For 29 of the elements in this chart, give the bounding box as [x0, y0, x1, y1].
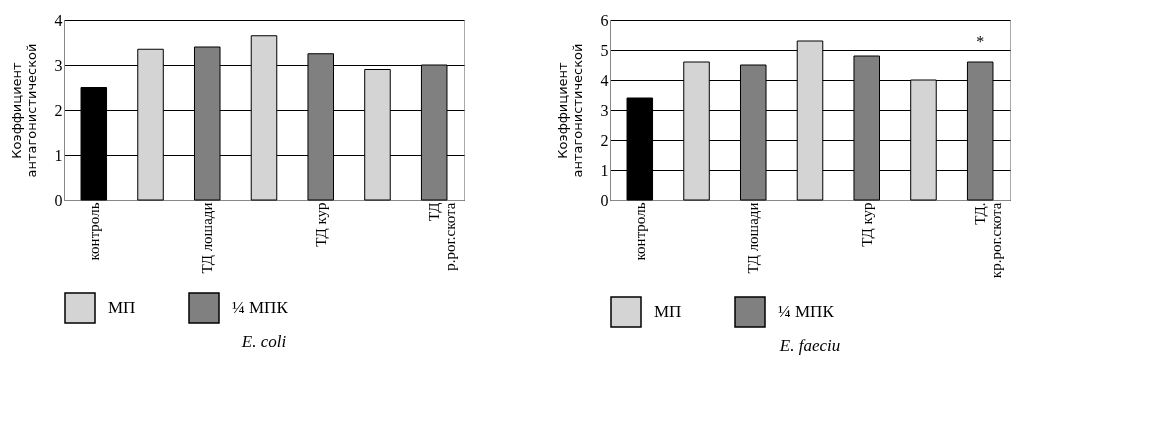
x-tick-label: контроль	[85, 202, 102, 261]
y-tick-label: 1	[600, 161, 609, 179]
x-tick-label: контроль	[631, 202, 648, 261]
annotation: *	[976, 33, 985, 50]
y-tick-label: 5	[600, 41, 609, 59]
y-tick-label: 1	[54, 146, 63, 164]
y-tick-label: 4	[54, 11, 63, 29]
x-tick-label: ТД кур	[858, 202, 875, 247]
x-tick-label: ТД. кр.рог.скота	[972, 202, 1005, 279]
y-tick-label: 0	[54, 191, 63, 209]
legend-label: МП	[108, 298, 136, 317]
x-tick-label: ТД р.рог.скота	[426, 202, 459, 271]
x-tick-label: ТД лошади	[745, 202, 762, 274]
text: E. faeciu	[778, 336, 841, 355]
y-tick-label: 0	[600, 191, 609, 209]
y-tick-label: 3	[54, 56, 63, 74]
legend-label: ¼ МПК	[778, 302, 835, 321]
x-tick-label: ТД кур	[312, 202, 329, 247]
y-tick-label: 6	[600, 11, 609, 29]
y-tick-label: 3	[600, 101, 609, 119]
legend-label: МП	[654, 302, 682, 321]
text: E. coli	[240, 332, 287, 351]
y-tick-label: 2	[600, 131, 609, 149]
legend-label: ¼ МПК	[232, 298, 289, 317]
y-tick-label: 2	[54, 101, 63, 119]
x-tick-label: ТД лошади	[199, 202, 216, 274]
y-tick-label: 4	[600, 71, 609, 89]
y-axis-title: Коэффициент антагонистической	[554, 43, 585, 178]
y-axis-title: Коэффициент антагонистической	[8, 43, 39, 178]
